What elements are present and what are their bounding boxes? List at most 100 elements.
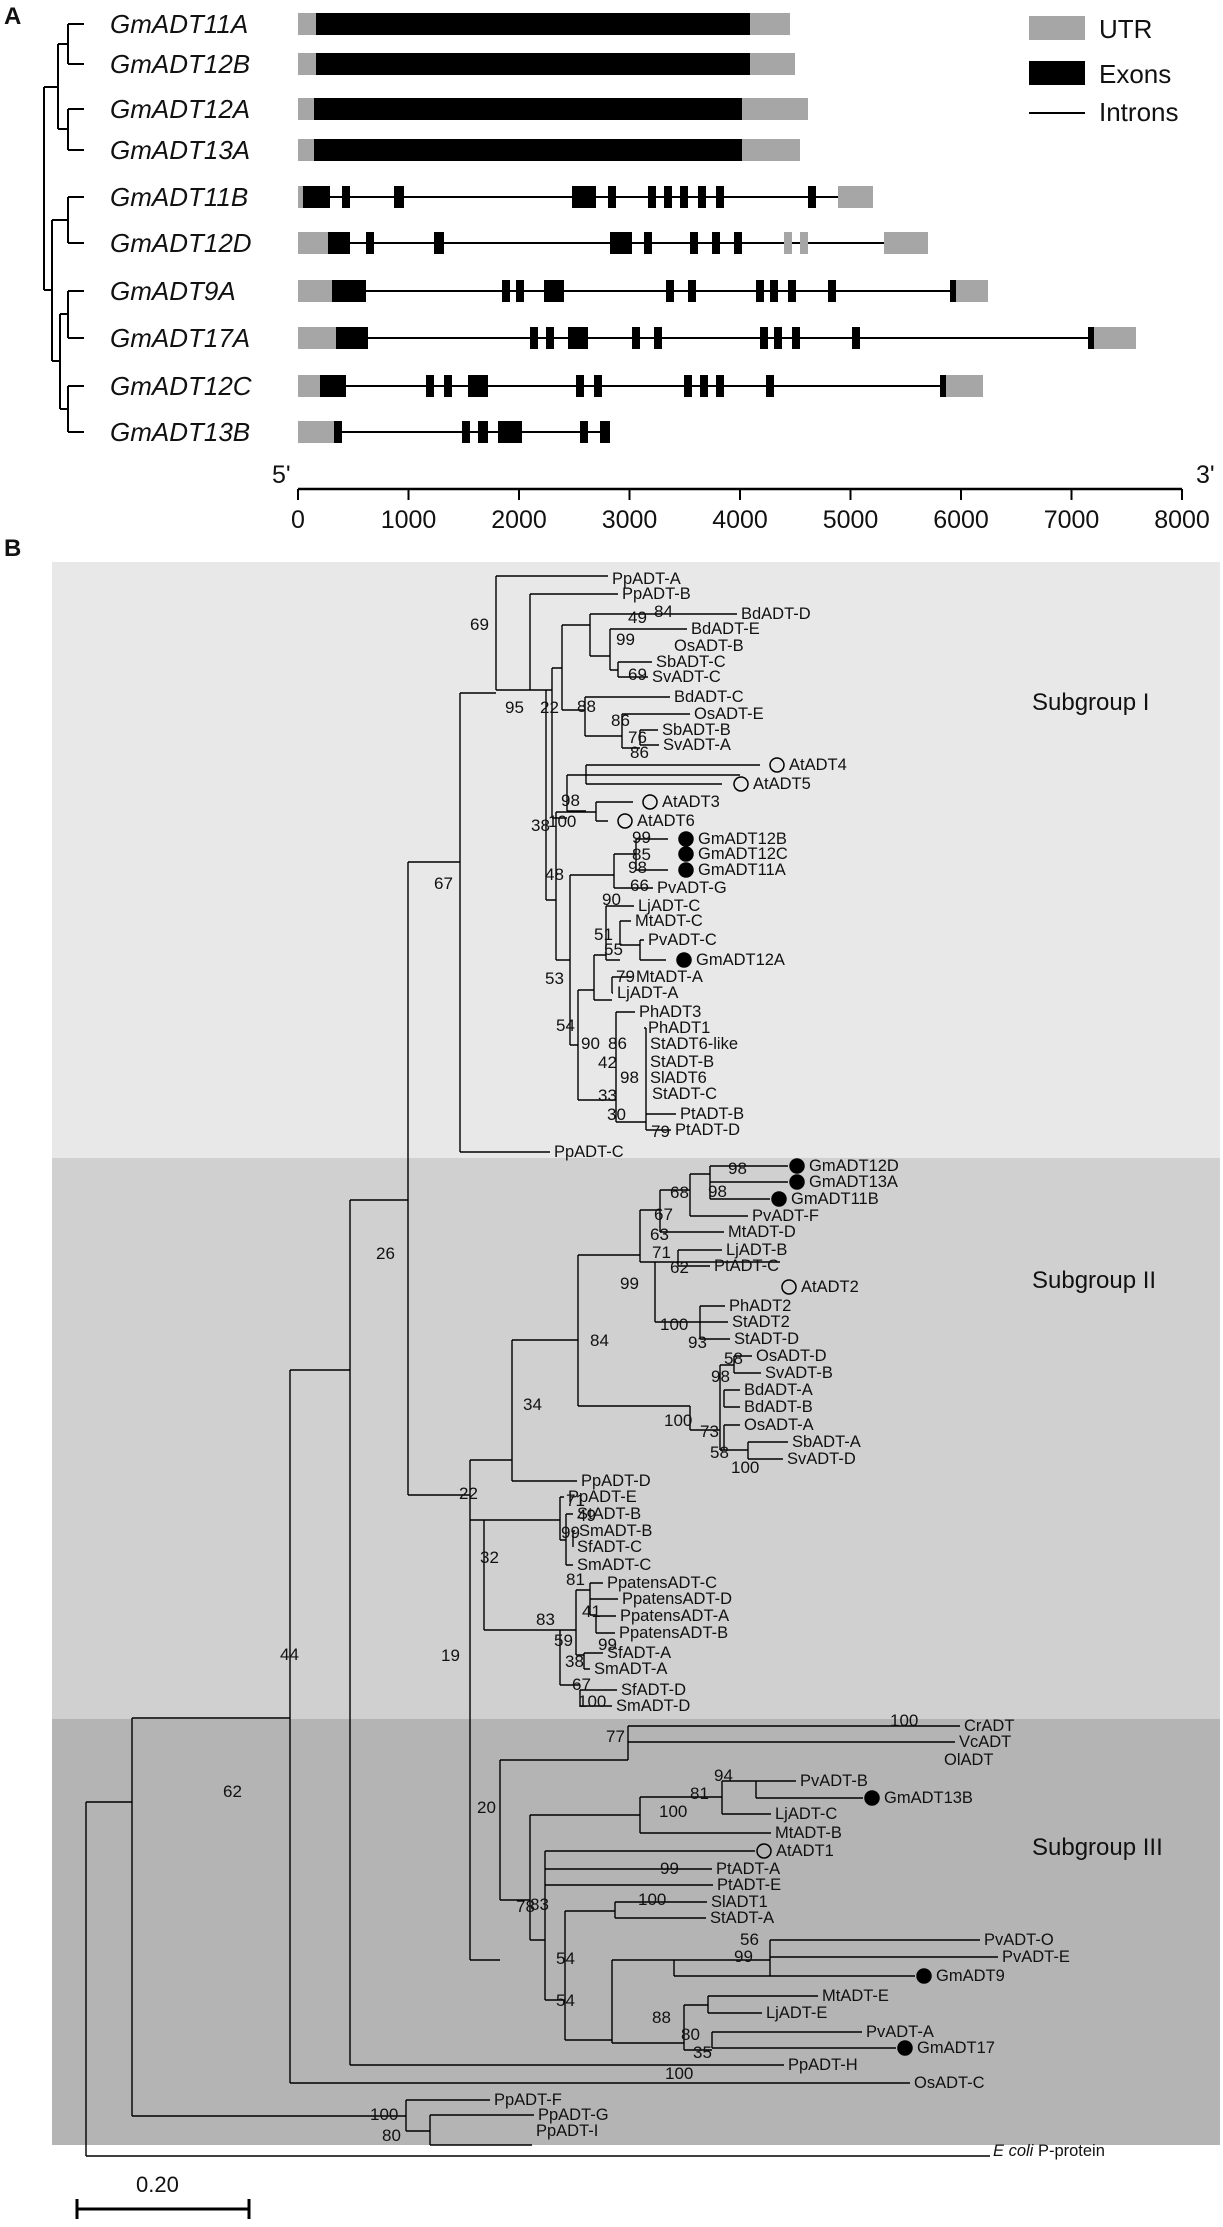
exon-block: [572, 186, 596, 208]
utr-block: [298, 98, 314, 120]
soybean-marker: [771, 1191, 787, 1207]
bootstrap-value: 100: [578, 1692, 606, 1711]
bootstrap-value: 49: [628, 608, 647, 627]
taxon-label: PpatensADT-C: [607, 1574, 717, 1592]
legend-utr-label: UTR: [1099, 14, 1152, 44]
bootstrap-value: 83: [530, 1895, 549, 1914]
gene-label: GmADT11B: [110, 182, 248, 212]
exon-block: [336, 327, 368, 349]
taxon-label: PvADT-G: [657, 879, 727, 897]
taxon-label: SlADT1: [711, 1893, 768, 1911]
taxon-label: StADT-C: [652, 1085, 717, 1103]
exon-block: [334, 421, 342, 443]
tree-branch: [546, 801, 633, 960]
taxon-label: BdADT-E: [691, 620, 760, 638]
taxon-label: LjADT-E: [766, 2004, 827, 2022]
exon-block: [608, 186, 616, 208]
axis-tick-label: 0: [291, 506, 305, 534]
scale-bar: 0.20: [75, 2172, 251, 2219]
taxon-label: LjADT-C: [638, 897, 700, 915]
tree-branch: [677, 1231, 724, 1267]
utr-block: [298, 53, 316, 75]
taxon-label: PvADT-F: [752, 1207, 819, 1225]
gene-label: GmADT12A: [110, 94, 250, 124]
exon-block: [808, 186, 816, 208]
taxon-label: MtADT-A: [636, 968, 703, 986]
exon-block: [712, 232, 720, 254]
taxon-label: MtADT-E: [822, 1987, 889, 2005]
exon-block: [654, 327, 662, 349]
gene-labels: GmADT11A GmADT12B GmADT12A GmADT13A GmADT11B…: [110, 9, 252, 447]
exon-block: [664, 186, 672, 208]
taxon-label: OsADT-B: [674, 637, 744, 655]
taxon-label: PtADT-C: [714, 1257, 779, 1275]
gene-label: GmADT9A: [110, 276, 236, 306]
bootstrap-value: 67: [572, 1675, 591, 1694]
axis-tick-label: 4000: [712, 506, 768, 534]
exon-block: [734, 232, 742, 254]
bootstrap-value: 73: [700, 1422, 719, 1441]
tree-branch: [654, 1262, 730, 1340]
exon-block: [684, 375, 692, 397]
taxon-label: MtADT-B: [775, 1824, 842, 1842]
exon-block: [342, 186, 350, 208]
tree-branch: [594, 976, 632, 1001]
tree-branch: [495, 575, 618, 691]
bootstrap-value: 38: [565, 1652, 584, 1671]
panel-b-letter: B: [4, 535, 21, 562]
bootstrap-value: 53: [545, 969, 564, 988]
taxon-label: SvADT-A: [663, 736, 731, 754]
bootstrap-value: 76: [628, 728, 647, 747]
bootstrap-value: 99: [734, 1947, 753, 1966]
arabidopsis-marker: [756, 1843, 772, 1859]
taxon-label: PpatensADT-B: [619, 1624, 728, 1642]
taxon-label: SbADT-B: [662, 721, 731, 739]
tree-branch: [511, 1339, 578, 1482]
taxon-label: SfADT-D: [621, 1681, 686, 1699]
bootstrap-value: 44: [280, 1645, 299, 1664]
tree-branch: [639, 1165, 788, 1263]
bootstrap-value: 94: [714, 1766, 733, 1785]
taxon-label: LjADT-A: [617, 984, 678, 1002]
taxon-label: GmADT12C: [698, 845, 788, 863]
bootstrap-value: 54: [556, 1949, 575, 1968]
bootstrap-value: 30: [607, 1105, 626, 1124]
taxon-label: StADT6-like: [650, 1035, 738, 1053]
gene-structure-row: [298, 53, 795, 75]
exon-block: [314, 98, 742, 120]
utr-block: [298, 186, 303, 208]
utr-block: [884, 232, 928, 254]
utr-block: [298, 139, 314, 161]
taxon-label: GmADT11A: [698, 861, 786, 879]
gene-structure-row: [298, 280, 988, 302]
taxon-label: AtADT6: [637, 812, 695, 830]
taxon-label: SmADT-B: [579, 1522, 652, 1540]
bootstrap-value: 100: [660, 1315, 688, 1334]
axis-tick-label: 2000: [491, 506, 547, 534]
bootstrap-value: 66: [630, 876, 649, 895]
exon-block: [716, 375, 724, 397]
exon-block: [303, 186, 330, 208]
bootstrap-value: 67: [434, 874, 453, 893]
taxon-label: PpADT-E: [568, 1488, 637, 1506]
taxon-label: LjADT-B: [726, 1241, 787, 1259]
exon-block: [498, 421, 522, 443]
tree-branch: [545, 1901, 707, 2040]
taxon-label: SvADT-D: [787, 1450, 856, 1468]
scale-bar-label: 0.20: [136, 2172, 179, 2197]
bootstrap-value: 69: [628, 665, 647, 684]
utr-block: [1092, 327, 1136, 349]
taxon-label: OsADT-E: [694, 705, 764, 723]
bootstrap-value: 98: [711, 1367, 730, 1386]
axis-5prime-label: 5': [272, 461, 291, 489]
taxon-label: AtADT3: [662, 793, 720, 811]
taxon-label: StADT-D: [734, 1330, 799, 1348]
taxon-label: PvADT-A: [866, 2023, 934, 2041]
bootstrap-value: 38: [531, 816, 550, 835]
bootstrap-value: 95: [505, 698, 524, 717]
arabidopsis-marker: [769, 757, 785, 773]
utr-block: [742, 139, 800, 161]
bootstrap-value: 99: [620, 1274, 639, 1293]
bootstrap-value: 81: [566, 1570, 585, 1589]
utr-block: [800, 232, 808, 254]
